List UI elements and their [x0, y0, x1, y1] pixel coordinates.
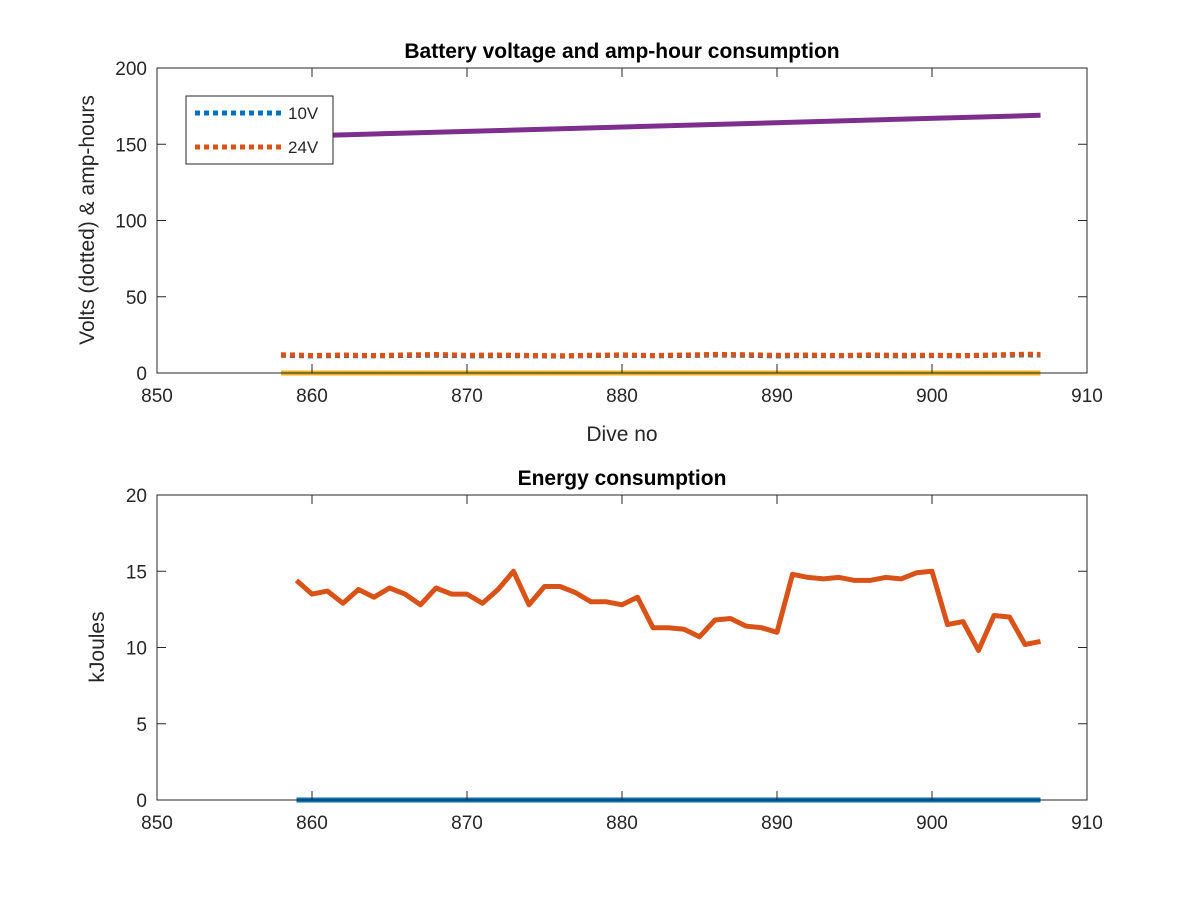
chart1-y-axis-label: kJoules — [86, 611, 109, 682]
chart0-x-tick-label: 870 — [451, 386, 483, 407]
chart1-series-layer — [294, 568, 1041, 803]
chart1-x-tick-label: 910 — [1071, 813, 1103, 834]
chart0-title: Battery voltage and amp-hour consumption — [404, 40, 839, 63]
chart0-y-axis-label: Volts (dotted) & amp-hours — [76, 95, 99, 345]
energy-consumption-chart: 850 860 870 880 890 900 910 0 5 10 15 20 Energy con… — [86, 467, 1103, 834]
chart0-y-tick-label: 100 — [115, 212, 147, 233]
chart0-legend: 10V 24V — [185, 95, 334, 165]
chart0-series-1-line — [280, 351, 1041, 359]
chart1-y-tick-label: 15 — [126, 562, 147, 583]
chart1-ticks: 850 860 870 880 890 900 910 0 5 10 15 20 — [126, 486, 1103, 834]
chart0-x-axis-label: Dive no — [586, 423, 657, 446]
legend-24v-label: 24V — [288, 138, 319, 157]
chart0-x-tick-label: 860 — [296, 386, 328, 407]
chart1-y-tick-label: 20 — [126, 486, 147, 507]
chart0-x-tick-label: 900 — [916, 386, 948, 407]
chart1-y-tick-label: 10 — [126, 639, 147, 660]
chart0-legend-box — [185, 95, 334, 165]
chart1-y-tick-label: 5 — [136, 715, 147, 736]
chart0-ticks: 850 860 870 880 890 900 910 0 50 100 150 200 — [115, 59, 1103, 407]
legend-10v-label: 10V — [288, 104, 319, 123]
chart1-axes-box — [156, 494, 1088, 801]
voltage-amphour-chart: 850 860 870 880 890 900 910 0 50 100 150 200 Batter… — [76, 40, 1103, 446]
chart0-x-tick-label: 890 — [761, 386, 793, 407]
chart1-x-tick-label: 870 — [451, 813, 483, 834]
chart0-y-tick-label: 0 — [136, 364, 147, 385]
chart0-y-tick-label: 150 — [115, 135, 147, 156]
chart0-y-tick-label: 50 — [126, 288, 147, 309]
chart0-x-tick-label: 910 — [1071, 386, 1103, 407]
chart1-x-tick-label: 890 — [761, 813, 793, 834]
chart1-series-0-line — [294, 568, 1041, 653]
chart1-y-tick-label: 0 — [136, 791, 147, 812]
chart0-series-2-line — [280, 112, 1041, 140]
chart0-y-tick-label: 200 — [115, 59, 147, 80]
chart0-series-layer — [280, 112, 1041, 376]
chart0-x-tick-label: 850 — [141, 386, 173, 407]
chart0-x-tick-label: 880 — [606, 386, 638, 407]
chart1-x-tick-label: 850 — [141, 813, 173, 834]
chart1-x-tick-label: 900 — [916, 813, 948, 834]
chart1-x-tick-label: 880 — [606, 813, 638, 834]
chart1-title: Energy consumption — [518, 467, 727, 490]
chart1-x-tick-label: 860 — [296, 813, 328, 834]
